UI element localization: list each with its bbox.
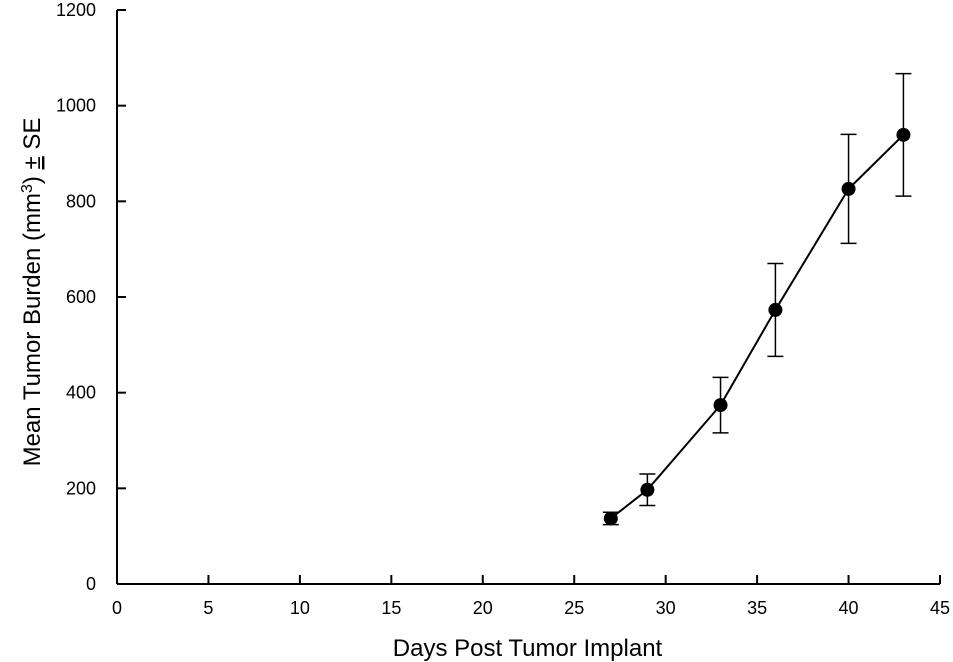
y-axis-title-superscript: 3 xyxy=(19,184,36,193)
x-tick-label: 10 xyxy=(290,598,310,618)
y-tick-label: 600 xyxy=(66,287,96,307)
y-tick-label: 0 xyxy=(86,574,96,594)
x-tick-label: 35 xyxy=(747,598,767,618)
x-tick-label: 20 xyxy=(473,598,493,618)
series-line xyxy=(610,134,905,520)
x-tick-label: 25 xyxy=(564,598,584,618)
y-axis-title-suffix: ) xyxy=(19,169,46,184)
y-axis-title-pm-symbol: ± xyxy=(19,156,46,169)
y-axis-title: Mean Tumor Burden (mm3) ± SE xyxy=(19,118,47,467)
tick-marks xyxy=(116,9,941,585)
y-tick-label: 400 xyxy=(66,383,96,403)
x-tick-label: 0 xyxy=(112,598,122,618)
y-axis-title-prefix: Mean Tumor Burden (mm xyxy=(19,193,46,466)
x-tick-label: 40 xyxy=(839,598,859,618)
x-axis-title: Days Post Tumor Implant xyxy=(393,635,663,662)
data-point xyxy=(896,127,911,142)
data-point xyxy=(841,181,856,196)
tick-labels: 0 5 10 15 20 25 30 35 40 45 0 200 400 600 800 1000 1200 xyxy=(56,0,950,618)
y-tick-label: 800 xyxy=(66,191,96,211)
y-tick-label: 200 xyxy=(66,478,96,498)
y-tick-label: 1000 xyxy=(56,96,96,116)
x-tick-label: 45 xyxy=(930,598,950,618)
y-axis-title-tail: SE xyxy=(19,118,46,157)
x-tick-label: 15 xyxy=(381,598,401,618)
axes xyxy=(116,10,940,585)
data-point xyxy=(603,511,618,526)
x-tick-label: 5 xyxy=(203,598,213,618)
x-tick-label: 30 xyxy=(656,598,676,618)
series xyxy=(602,72,912,526)
y-tick-label: 1200 xyxy=(56,0,96,20)
data-point xyxy=(768,302,783,317)
data-point xyxy=(640,482,655,497)
data-point xyxy=(713,398,728,413)
series-group xyxy=(602,72,912,526)
